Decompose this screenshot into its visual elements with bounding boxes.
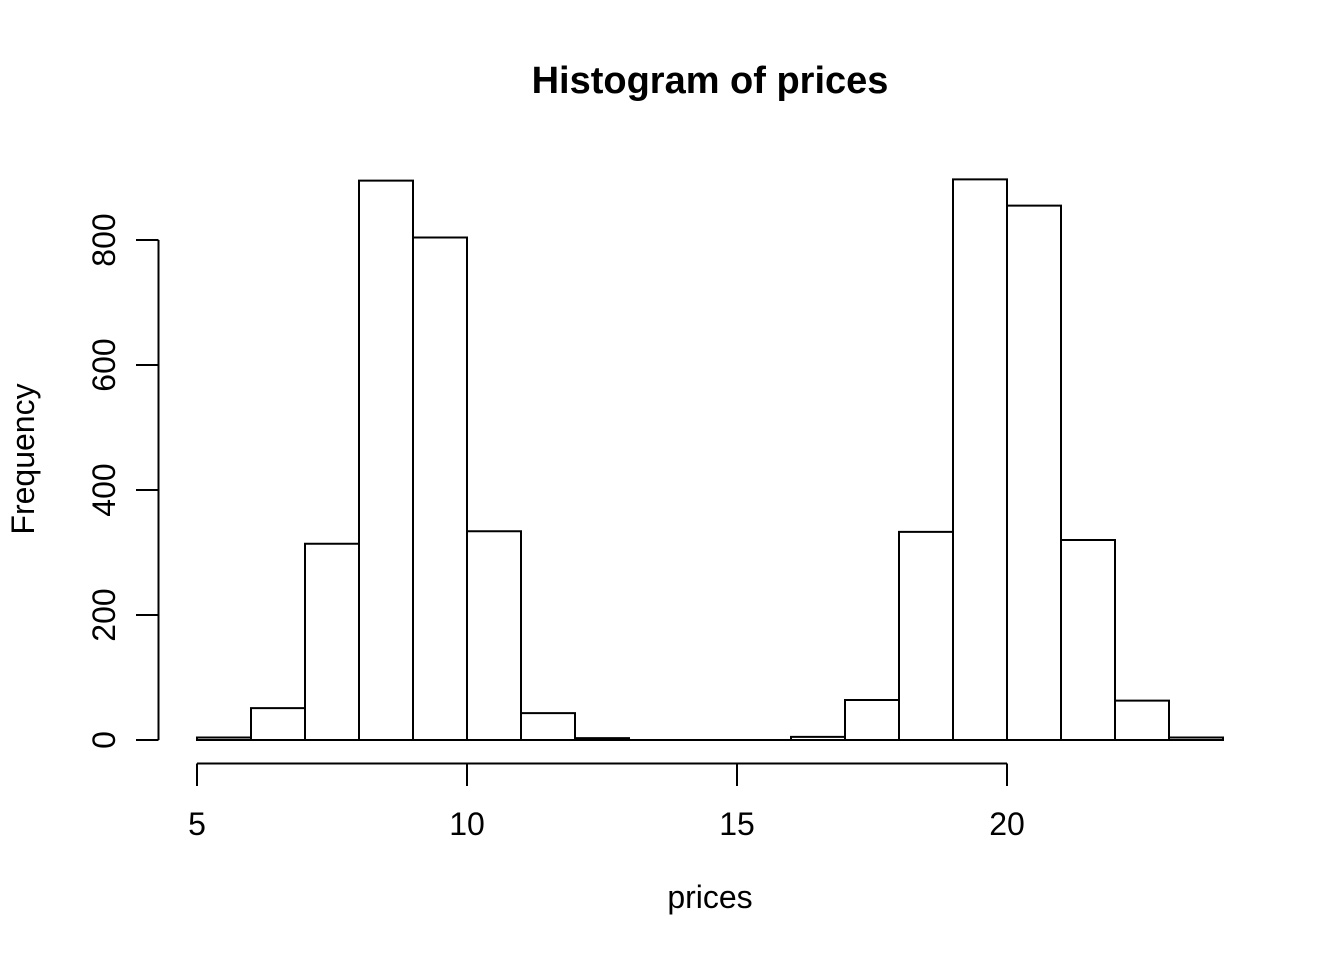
y-tick-label: 400 — [86, 463, 122, 516]
histogram-bar — [844, 699, 900, 741]
histogram-bar — [358, 179, 414, 741]
x-axis-label: prices — [667, 879, 752, 915]
y-tick-label: 0 — [86, 731, 122, 749]
histogram-bar — [790, 735, 846, 741]
histogram-bar — [412, 236, 468, 741]
histogram-bar — [1060, 539, 1116, 741]
y-tick-label: 200 — [86, 588, 122, 641]
histogram-bar — [520, 712, 576, 741]
x-tick-label: 15 — [719, 806, 755, 842]
histogram-bar — [574, 737, 630, 741]
histogram-bar — [952, 178, 1008, 741]
histogram-bar — [1168, 736, 1224, 741]
y-tick-label: 600 — [86, 338, 122, 391]
histogram-bar — [196, 736, 252, 741]
axes-group: 0 200 400 600 800 5 10 15 20 — [86, 213, 1025, 842]
y-axis-label: Frequency — [5, 383, 41, 534]
histogram-bar — [898, 530, 954, 741]
histogram-bar — [250, 707, 306, 741]
y-tick-label: 800 — [86, 213, 122, 266]
x-tick-label: 5 — [188, 806, 206, 842]
chart-title: Histogram of prices — [532, 60, 889, 102]
histogram-bar — [1114, 699, 1170, 741]
x-tick-label: 20 — [989, 806, 1025, 842]
x-tick-label: 10 — [449, 806, 485, 842]
histogram-bar — [466, 530, 522, 741]
bars-group — [196, 178, 1224, 741]
histogram-bar — [304, 542, 360, 741]
histogram-bar — [1006, 204, 1062, 741]
